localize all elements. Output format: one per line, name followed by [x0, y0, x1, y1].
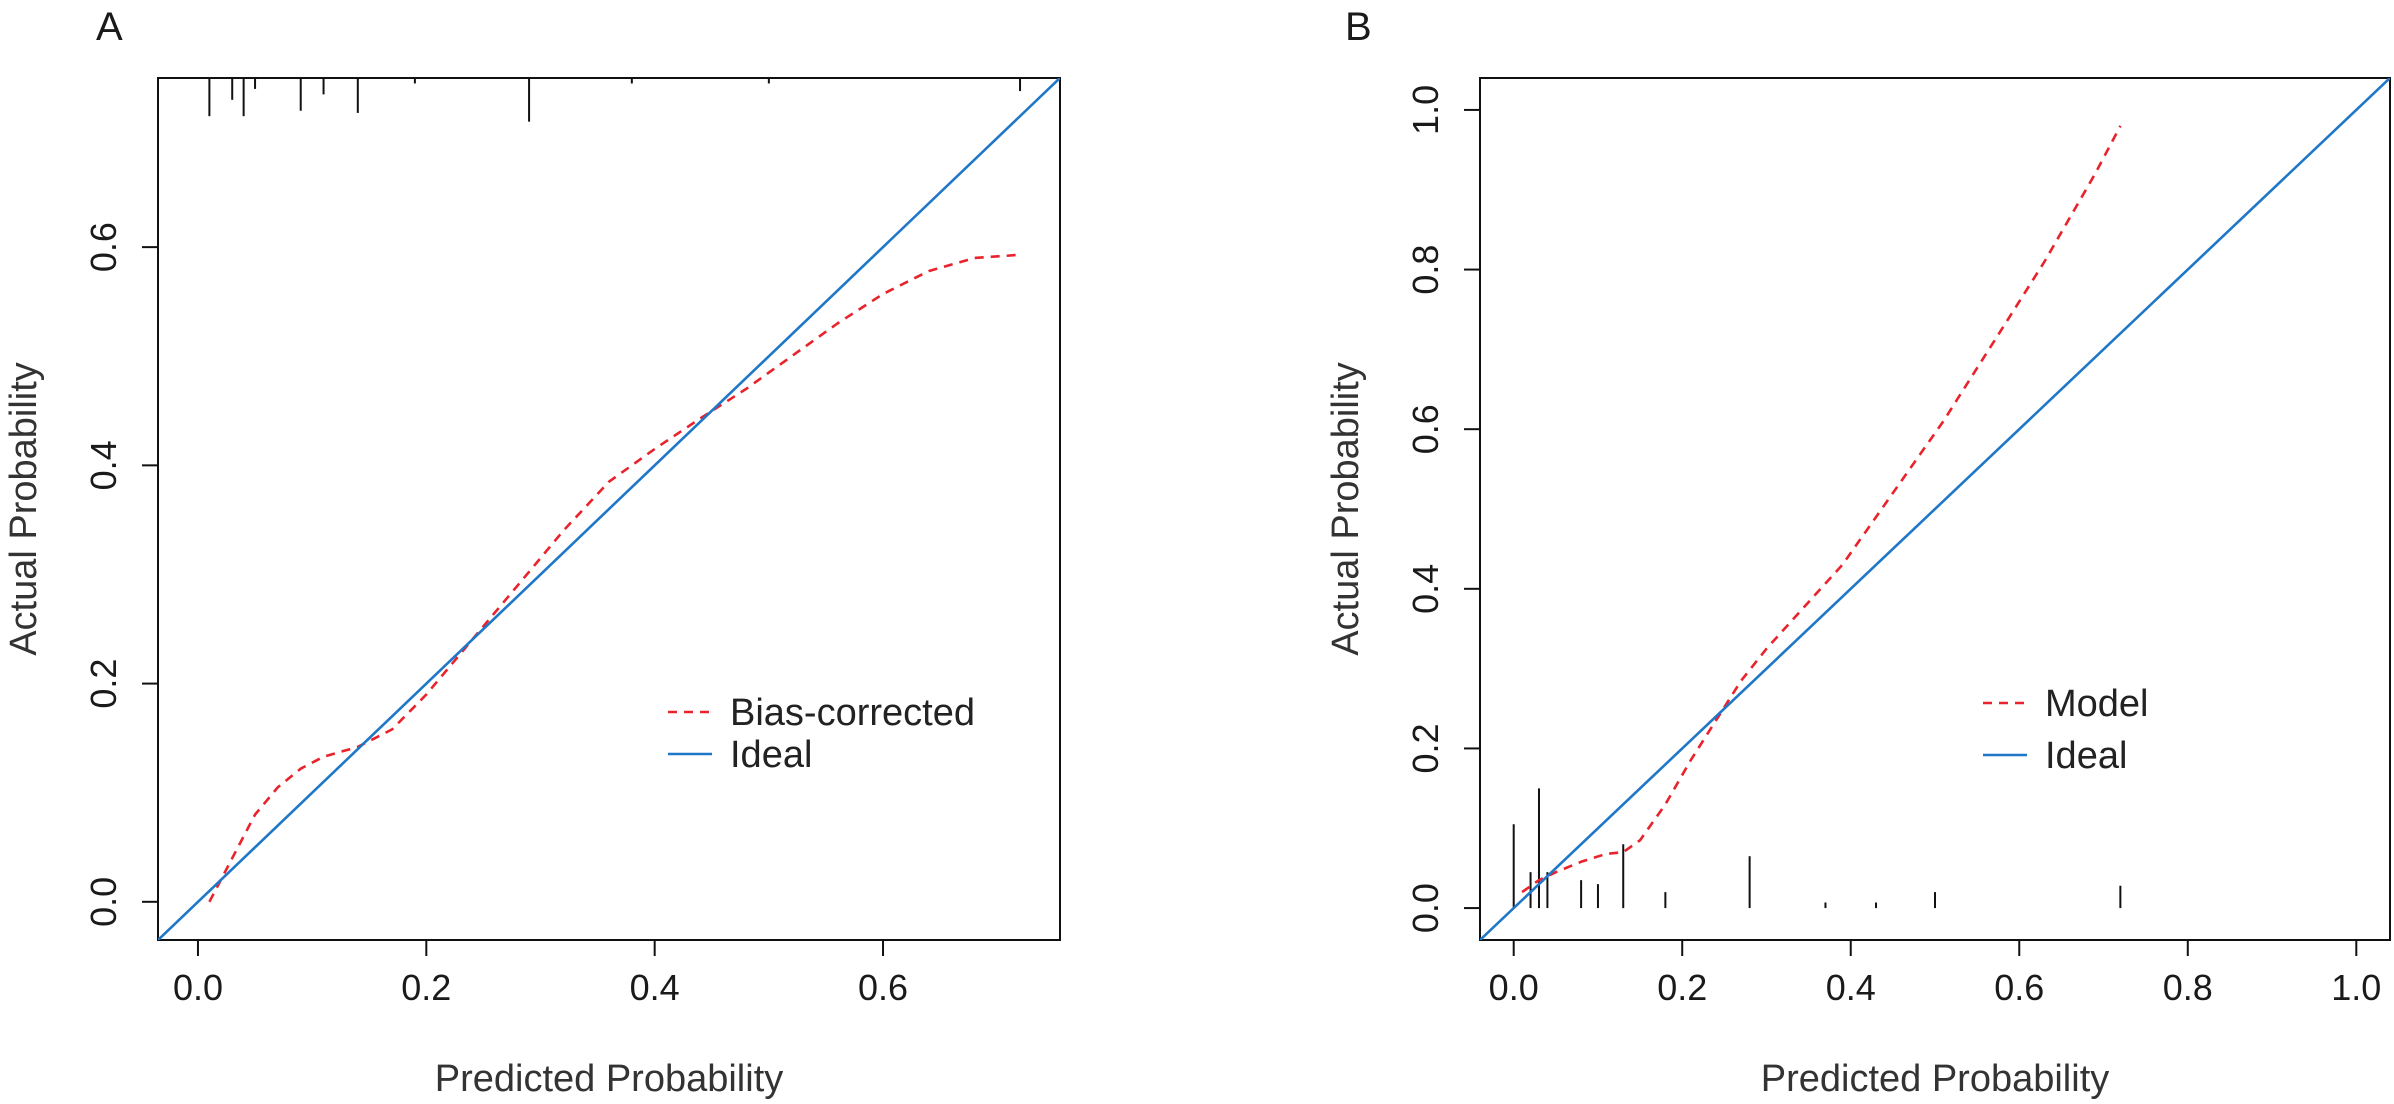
x-tick-label-a: 0.2: [401, 967, 451, 1008]
panel-b-label: B: [1345, 5, 1372, 49]
series-line-ideal-a: [158, 78, 1060, 940]
x-tick-label-a: 0.0: [173, 967, 223, 1008]
legend-label-bias-corrected-a: Bias-corrected: [730, 692, 975, 734]
plot-frame-b: [1479, 77, 2391, 941]
x-tick-label-b: 0.6: [1994, 967, 2044, 1008]
y-tick-label-b: 1.0: [1405, 85, 1446, 135]
y-axis-title-a: Actual Probability: [3, 362, 45, 656]
y-tick-label-b: 0.0: [1405, 883, 1446, 933]
rug-b: [1512, 788, 2122, 909]
legend-label-ideal-a: Ideal: [730, 734, 812, 776]
plot-frame-a: [157, 77, 1061, 941]
y-tick-label-a: 0.2: [83, 659, 124, 709]
x-axis-title-a: Predicted Probability: [435, 1058, 784, 1100]
x-tick-label-a: 0.4: [630, 967, 680, 1008]
y-tick-label-b: 0.6: [1405, 404, 1446, 454]
x-tick-label-b: 0.0: [1489, 967, 1539, 1008]
panel-a: A 0.0 0.2 0.4 0.6 0.0 0.2 0.4 0.6 Predicted Prob…: [3, 5, 1061, 1100]
panel-b: B 0.0 0.2 0.4 0.6 0.8 1.0 0.0 0.2 0.4 0.6 0.8 1.0 Pr…: [1325, 5, 2391, 1100]
x-axis-title-b: Predicted Probability: [1761, 1058, 2110, 1100]
panel-a-label: A: [96, 5, 123, 49]
x-tick-label-b: 0.4: [1826, 967, 1876, 1008]
y-tick-label-a: 0.6: [83, 222, 124, 272]
legend-label-ideal-b: Ideal: [2045, 735, 2127, 777]
legend-label-model-b: Model: [2045, 683, 2149, 725]
y-tick-label-a: 0.0: [83, 877, 124, 927]
x-tick-label-a: 0.6: [858, 967, 908, 1008]
legend-b: Model Ideal: [1983, 683, 2149, 777]
y-tick-label-b: 0.4: [1405, 564, 1446, 614]
x-tick-label-b: 0.2: [1657, 967, 1707, 1008]
series-line-model-b: [1521, 125, 2122, 894]
y-tick-label-a: 0.4: [83, 440, 124, 490]
x-tick-label-b: 0.8: [2163, 967, 2213, 1008]
x-tick-label-b: 1.0: [2331, 967, 2381, 1008]
series-line-ideal-b: [1480, 78, 2390, 940]
rug-a: [208, 78, 1022, 122]
y-axis-title-b: Actual Probability: [1325, 362, 1367, 656]
y-tick-label-b: 0.2: [1405, 723, 1446, 773]
series-line-bias-corrected-a: [208, 253, 1021, 903]
y-tick-label-b: 0.8: [1405, 245, 1446, 295]
